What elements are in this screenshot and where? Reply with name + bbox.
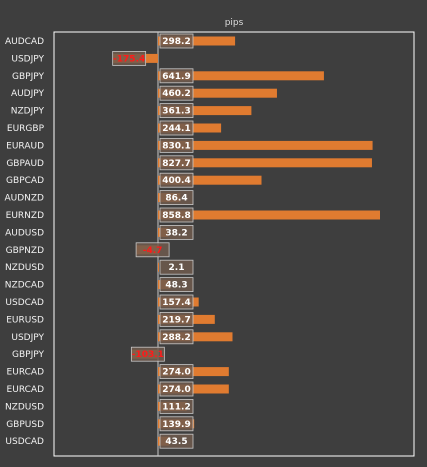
category-label: AUDNZD [4,194,44,204]
bar [158,140,373,150]
value-label: 641.9 [162,72,190,82]
category-label: EURCAD [7,385,45,395]
value-label-box [159,85,194,101]
plot-frame [53,31,415,457]
value-label: 361.3 [162,107,190,117]
category-label: AUDCAD [5,37,44,47]
value-label-box [159,172,194,188]
value-label: -175.4 [113,54,145,64]
value-label-box [130,346,165,362]
category-label: EURNZD [6,211,44,221]
bar [158,367,229,377]
category-label: EURUSD [6,315,44,325]
value-label-box [159,364,194,380]
category-label: GBPAUD [6,159,44,169]
value-label-box [135,242,170,258]
value-label: 460.2 [162,89,190,99]
value-label-box [159,137,194,153]
category-label: GBPJPY [12,72,44,82]
category-label: GBPCAD [6,176,44,186]
category-label: GBPUSD [6,420,44,430]
value-label: 298.2 [162,37,190,47]
category-label: EURAUD [6,141,44,151]
category-label: GBPJPY [12,350,44,360]
value-label-box [159,33,194,49]
category-label: NZDUSD [5,402,44,412]
value-label-box [159,259,194,275]
value-label: 827.7 [162,159,190,169]
category-label: EURCAD [7,368,45,378]
value-label: 858.8 [162,211,190,221]
category-label: USDJPY [11,54,44,64]
bar [158,262,159,272]
value-label-box [159,207,194,223]
value-label: 111.2 [162,402,190,412]
value-label-box [159,190,194,206]
value-label-box [159,398,194,414]
category-label: AUDUSD [5,228,44,238]
category-label: GBPNZD [6,246,44,256]
bar [158,36,236,46]
category-label: NZDUSD [5,263,44,273]
value-label: 274.0 [162,385,190,395]
value-label-box [159,311,194,327]
value-label: -4.7 [143,246,163,256]
value-label: 139.9 [162,420,190,430]
value-label-box [159,294,194,310]
value-label-box [159,277,194,293]
value-label: 48.3 [165,281,187,291]
bar [158,106,252,116]
value-label: -103.1 [132,350,164,360]
value-label-box [159,103,194,118]
category-label: AUDJPY [11,89,45,99]
value-label-box [159,433,194,449]
bar [158,71,324,81]
value-label: 274.0 [162,368,190,378]
value-label-box [159,120,194,136]
value-label: 288.2 [162,333,190,343]
bar [158,175,262,185]
category-label: EURGBP [7,124,45,134]
value-label-box [159,381,194,397]
value-label: 400.4 [162,176,190,186]
bar [158,158,372,168]
value-label: 86.4 [165,194,187,204]
category-label: NZDJPY [11,107,45,117]
value-label-box [159,155,194,171]
value-label: 2.1 [169,263,185,273]
chart-title: pips [225,18,244,28]
value-label-box [112,51,147,66]
value-label: 219.7 [162,315,190,325]
value-label: 38.2 [165,228,187,238]
bar [158,332,233,342]
value-label: 157.4 [162,298,190,308]
category-label: USDCAD [5,298,44,308]
value-label: 43.5 [165,437,187,447]
value-label: 830.1 [162,141,190,151]
value-label-box [159,329,194,345]
value-label-box [159,224,194,240]
value-label-box [159,416,194,432]
value-label-box [159,68,194,84]
bar [158,384,229,394]
category-label: USDJPY [11,333,44,343]
bar [158,210,380,220]
category-label: USDCAD [5,437,44,447]
value-label: 244.1 [162,124,190,134]
category-label: NZDCAD [5,281,44,291]
bar [158,88,277,98]
